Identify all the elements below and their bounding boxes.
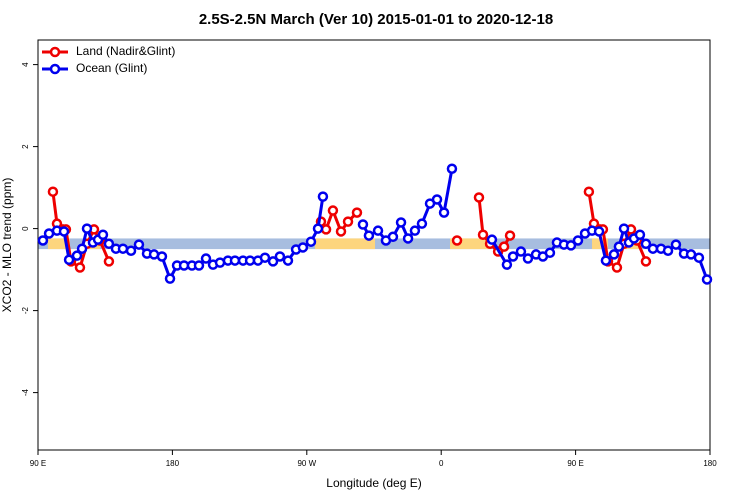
point — [634, 229, 646, 240]
point — [335, 226, 347, 237]
point — [416, 218, 428, 229]
point — [395, 217, 407, 228]
legend-swatch — [49, 46, 61, 58]
point — [507, 251, 519, 262]
point — [133, 239, 145, 250]
plot-frame — [37, 39, 711, 451]
point — [372, 225, 384, 236]
point — [402, 233, 414, 244]
point — [320, 224, 332, 235]
point — [125, 245, 137, 256]
point — [498, 241, 510, 252]
x-tick-label: 180 — [703, 459, 717, 468]
point — [409, 225, 421, 236]
point — [97, 229, 109, 240]
y-tick-label: 4 — [21, 62, 30, 67]
point — [259, 252, 271, 263]
point — [71, 250, 83, 261]
point — [58, 226, 70, 237]
point — [387, 231, 399, 243]
point — [342, 216, 354, 227]
point — [267, 256, 279, 267]
point — [200, 253, 212, 264]
point — [593, 226, 605, 237]
legend-swatch — [49, 63, 61, 75]
point — [103, 238, 115, 250]
point — [701, 274, 713, 285]
point — [282, 255, 294, 266]
series-line — [51, 191, 648, 271]
point — [363, 230, 375, 241]
point — [327, 205, 339, 216]
point — [565, 240, 577, 251]
point — [662, 245, 674, 256]
point — [351, 207, 363, 218]
point — [515, 246, 527, 257]
x-tick-label: 90 E — [567, 459, 583, 468]
y-axis-label: XCO2 - MLO trend (ppm) — [0, 178, 14, 313]
point — [156, 251, 168, 262]
point — [103, 256, 115, 267]
point — [473, 192, 485, 203]
point — [305, 236, 317, 247]
point — [63, 254, 75, 266]
point — [81, 223, 93, 234]
y-tick-label: 2 — [21, 144, 30, 149]
point — [438, 207, 450, 218]
point — [583, 186, 595, 197]
point — [37, 235, 49, 246]
point — [522, 253, 534, 264]
point — [297, 242, 309, 253]
point — [229, 255, 241, 266]
point — [693, 252, 705, 263]
y-tick-label: -2 — [21, 306, 30, 314]
x-tick-label: 90 E — [30, 459, 46, 468]
point — [477, 229, 489, 240]
y-tick-label: 0 — [21, 226, 30, 231]
point — [317, 191, 329, 202]
chart-title: 2.5S-2.5N March (Ver 10) 2015-01-01 to 2… — [199, 11, 553, 28]
point — [431, 194, 443, 205]
point — [504, 230, 516, 241]
point — [486, 234, 498, 245]
point — [613, 241, 625, 252]
land-band — [450, 238, 491, 250]
point — [74, 262, 86, 273]
point — [193, 260, 205, 271]
land-band — [315, 238, 376, 250]
point — [357, 219, 369, 230]
point — [611, 262, 623, 273]
x-tick-label: 180 — [166, 459, 180, 468]
point — [640, 256, 652, 267]
point — [446, 163, 458, 174]
land-band — [48, 238, 70, 250]
point — [274, 251, 286, 262]
point — [164, 273, 176, 284]
x-axis-label: Longitude (deg E) — [326, 476, 421, 490]
land-band — [592, 238, 609, 250]
point — [608, 249, 620, 260]
point — [117, 243, 129, 254]
point — [572, 235, 584, 246]
point — [47, 186, 59, 197]
legend-label: Ocean (Glint) — [76, 61, 147, 75]
point — [670, 239, 682, 250]
x-tick-label: 0 — [439, 459, 444, 468]
point — [618, 223, 630, 234]
point — [501, 259, 513, 270]
point — [600, 255, 612, 266]
point — [76, 243, 88, 254]
point — [544, 247, 556, 259]
y-tick-label: -4 — [21, 388, 30, 396]
point — [312, 223, 324, 234]
x-tick-label: 90 W — [297, 459, 316, 468]
point — [647, 243, 659, 254]
point — [640, 238, 652, 250]
legend-label: Land (Nadir&Glint) — [76, 44, 175, 58]
point — [451, 235, 463, 246]
